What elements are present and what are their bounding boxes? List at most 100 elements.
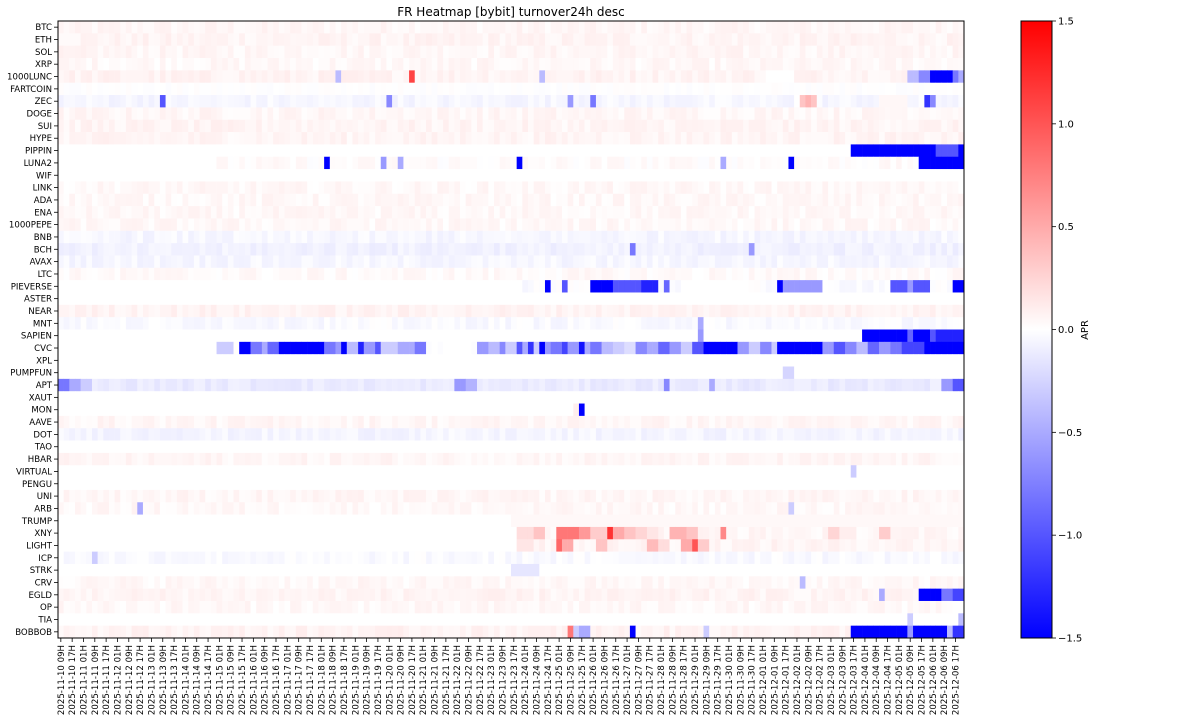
heatmap-cell — [947, 45, 953, 59]
heatmap-cell — [114, 45, 121, 59]
heatmap-cell — [737, 304, 744, 318]
heatmap-cell — [624, 391, 631, 404]
heatmap-cell — [527, 193, 534, 207]
heatmap-cell — [692, 243, 699, 256]
heatmap-cell — [273, 21, 280, 34]
heatmap-cell — [471, 193, 478, 207]
heatmap-cell — [663, 144, 670, 158]
heatmap-cell — [788, 354, 795, 367]
heatmap-cell — [765, 354, 772, 367]
heatmap-cell — [97, 317, 104, 330]
heatmap-cell — [777, 45, 784, 59]
heatmap-cell — [363, 181, 370, 195]
heatmap-cell — [590, 82, 597, 96]
heatmap-cell — [341, 169, 348, 182]
heatmap-cell — [437, 181, 444, 195]
heatmap-cell — [312, 82, 319, 96]
heatmap-cell — [816, 378, 823, 392]
heatmap-cell — [505, 230, 512, 244]
heatmap-cell — [918, 329, 925, 343]
heatmap-cell — [930, 378, 936, 392]
heatmap-cell — [74, 378, 81, 392]
heatmap-cell — [890, 70, 897, 83]
heatmap-cell — [465, 95, 472, 108]
heatmap-cell — [505, 45, 512, 59]
heatmap-cell — [443, 255, 450, 269]
heatmap-cell — [884, 82, 891, 96]
heatmap-cell — [494, 267, 500, 281]
heatmap-cell — [952, 58, 959, 71]
heatmap-cell — [952, 378, 959, 392]
heatmap-cell — [578, 329, 585, 343]
heatmap-cell — [471, 391, 478, 404]
heatmap-cell — [539, 33, 546, 46]
heatmap-cell — [884, 95, 891, 108]
heatmap-cell — [845, 255, 852, 269]
heatmap-cell — [816, 45, 823, 59]
heatmap-cell — [522, 255, 529, 269]
heatmap-cell — [777, 230, 784, 244]
heatmap-cell — [165, 354, 172, 367]
heatmap-cell — [273, 107, 280, 121]
heatmap-cell — [867, 243, 874, 256]
heatmap-cell — [91, 354, 98, 367]
heatmap-cell — [901, 33, 908, 46]
heatmap-cell — [595, 255, 602, 269]
heatmap-cell — [703, 366, 710, 380]
heatmap-cell — [516, 119, 523, 133]
heatmap-cell — [261, 329, 268, 343]
heatmap-cell — [295, 206, 302, 219]
heatmap-cell — [125, 267, 132, 281]
heatmap-cell — [131, 193, 138, 207]
heatmap-cell — [380, 280, 387, 293]
heatmap-cell — [856, 82, 863, 96]
heatmap-cell — [250, 354, 257, 367]
heatmap-cell — [488, 169, 495, 182]
heatmap-cell — [216, 354, 223, 367]
heatmap-cell — [499, 280, 506, 293]
heatmap-cell — [244, 317, 251, 330]
heatmap-cell — [460, 95, 466, 108]
heatmap-cell — [482, 267, 489, 281]
heatmap-cell — [114, 132, 121, 145]
heatmap-cell — [352, 317, 359, 330]
heatmap-cell — [159, 45, 166, 59]
heatmap-cell — [244, 82, 251, 96]
heatmap-cell — [471, 329, 478, 343]
heatmap-cell — [182, 33, 189, 46]
heatmap-cell — [709, 206, 716, 219]
heatmap-cell — [312, 391, 319, 404]
heatmap-cell — [199, 255, 206, 269]
heatmap-cell — [165, 156, 172, 170]
heatmap-cell — [567, 329, 574, 343]
heatmap-cell — [947, 267, 953, 281]
heatmap-cell — [273, 119, 280, 133]
heatmap-cell — [516, 82, 523, 96]
heatmap-cell — [465, 82, 472, 96]
heatmap-cell — [307, 267, 314, 281]
heatmap-cell — [431, 378, 438, 392]
heatmap-cell — [233, 156, 240, 170]
heatmap-cell — [788, 33, 795, 46]
heatmap-cell — [420, 366, 427, 380]
heatmap-cell — [216, 329, 223, 343]
heatmap-cell — [154, 341, 161, 355]
heatmap-cell — [924, 378, 931, 392]
heatmap-cell — [550, 156, 557, 170]
heatmap-cell — [737, 58, 744, 71]
heatmap-cell — [256, 119, 263, 133]
heatmap-cell — [879, 341, 886, 355]
heatmap-cell — [782, 132, 789, 145]
heatmap-cell — [290, 243, 297, 256]
heatmap-cell — [578, 218, 585, 232]
heatmap-cell — [816, 280, 823, 293]
heatmap-cell — [930, 341, 936, 355]
heatmap-cell — [233, 255, 240, 269]
heatmap-cell — [958, 218, 965, 232]
heatmap-cell — [409, 132, 416, 145]
heatmap-cell — [420, 292, 427, 306]
heatmap-cell — [652, 354, 659, 367]
heatmap-cell — [952, 70, 959, 83]
heatmap-cell — [301, 70, 308, 83]
heatmap-cell — [561, 144, 568, 158]
